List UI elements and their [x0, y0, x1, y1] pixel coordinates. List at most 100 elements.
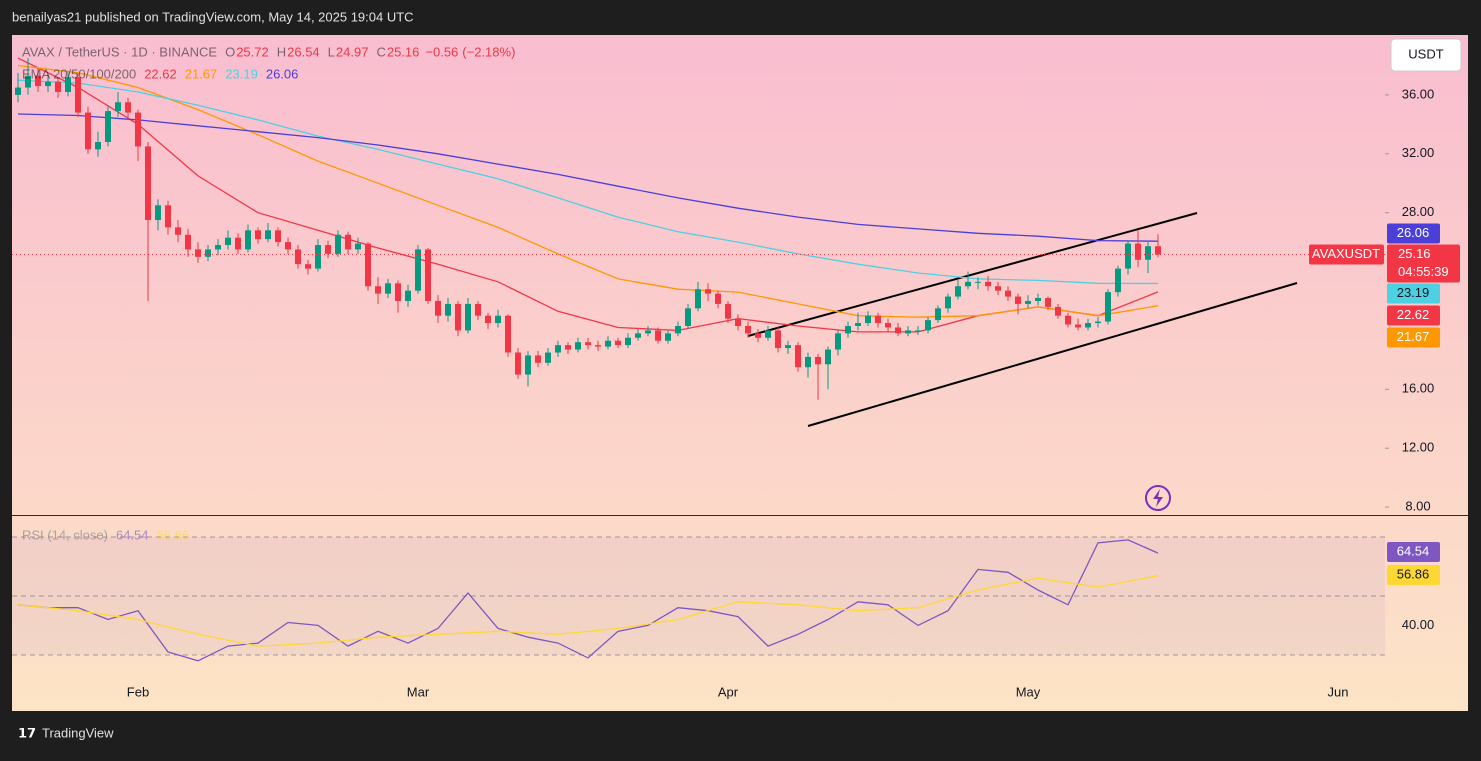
candle-body — [185, 234, 191, 250]
legend-item: 23.19 — [225, 66, 258, 81]
price-tag — [1387, 283, 1440, 304]
candle-body — [955, 286, 961, 297]
candle-body — [645, 330, 651, 334]
candle-body — [1025, 300, 1031, 304]
candle-body — [205, 249, 211, 257]
brand-name: TradingView — [42, 725, 114, 740]
legend-item: 25.72 — [236, 44, 269, 59]
indicator-line — [17, 539, 1159, 662]
candle-body — [215, 245, 221, 250]
price-tag-label: 64.54 — [1397, 543, 1430, 558]
candle-body — [905, 330, 911, 334]
candle-body — [195, 249, 201, 257]
currency-button[interactable] — [1390, 38, 1462, 72]
price-tag-label: 26.06 — [1397, 225, 1430, 240]
candle-body — [1065, 315, 1071, 325]
price-tag-label: 56.86 — [1397, 566, 1430, 581]
price-tag — [1387, 565, 1440, 585]
candle-body — [255, 230, 261, 240]
price-tag-label: 23.19 — [1397, 285, 1430, 300]
candle-body — [795, 345, 801, 368]
legend-item: 56.86 — [157, 527, 190, 542]
countdown: 04:55:39 — [1398, 264, 1449, 279]
candle-body — [225, 237, 231, 246]
candle-body — [495, 315, 501, 324]
candle-body — [995, 286, 1001, 291]
candle-body — [1125, 243, 1131, 269]
candle-body — [635, 333, 641, 338]
alert-icon[interactable] — [1145, 485, 1171, 511]
legend-item: 64.54 — [116, 527, 149, 542]
candle-body — [445, 303, 451, 316]
symbol-label: AVAXUSDT — [1312, 246, 1380, 261]
candle-body — [805, 356, 811, 368]
candle-body — [985, 281, 991, 287]
price-tag-label: 21.67 — [1397, 329, 1430, 344]
candle-body — [125, 102, 131, 113]
candle-body — [1015, 296, 1021, 304]
trend-line — [807, 282, 1298, 427]
candle-body — [95, 142, 101, 150]
indicator-line — [17, 575, 1159, 647]
alert-icon-bolt — [1153, 489, 1163, 507]
candle-body — [615, 340, 621, 346]
price-tag — [1387, 223, 1440, 244]
candle-body — [695, 289, 701, 309]
candle-body — [55, 81, 61, 92]
candle-body — [85, 112, 91, 150]
candle-body — [505, 315, 511, 353]
candle-body — [675, 326, 681, 334]
candle-body — [115, 102, 121, 112]
candle-body — [155, 205, 161, 221]
candle-body — [435, 300, 441, 316]
legend-item: 26.54 — [287, 44, 320, 59]
candle-body — [425, 249, 431, 301]
candle-body — [1005, 290, 1011, 297]
candle-body — [535, 355, 541, 363]
candle-body — [405, 290, 411, 301]
candle-body — [145, 146, 151, 221]
candle-body — [1145, 246, 1151, 260]
candle-body — [335, 234, 341, 254]
price-tag — [1387, 542, 1440, 562]
indicator-line — [17, 57, 1159, 333]
indicator-line — [17, 64, 1159, 318]
legend-item: 22.62 — [144, 66, 177, 81]
candle-body — [105, 111, 111, 143]
legend-item: −0.56 — [425, 44, 458, 59]
candle-body — [785, 345, 791, 349]
candle-body — [655, 330, 661, 341]
symbol-tag — [1309, 244, 1384, 265]
indicator-line — [17, 113, 1159, 242]
candle-body — [45, 81, 51, 87]
candle-body — [595, 345, 601, 347]
candle-body — [1105, 292, 1111, 322]
price-tag-label: 22.62 — [1397, 307, 1430, 322]
candle-body — [165, 205, 171, 228]
legend-item: AVAX / TetherUS · 1D · BINANCE — [22, 44, 217, 59]
candle-body — [1035, 298, 1041, 301]
candle-body — [415, 249, 421, 291]
candle-body — [295, 249, 301, 265]
candle-body — [925, 320, 931, 331]
legend-item: L — [328, 44, 335, 59]
candle-body — [915, 330, 921, 332]
candle-body — [515, 352, 521, 375]
candle-body — [1085, 323, 1091, 328]
y-tick-label: 28.00 — [1402, 204, 1435, 219]
candle-body — [475, 303, 481, 316]
candle-body — [485, 315, 491, 324]
candle-body — [325, 245, 331, 254]
publisher: benailyas21 published on TradingView.com… — [12, 9, 414, 24]
candle-body — [735, 318, 741, 327]
candle-body — [935, 308, 941, 321]
chart-area — [12, 35, 1468, 711]
legend-item: (−2.18%) — [462, 44, 515, 59]
x-tick-label: Feb — [127, 684, 149, 699]
candle-body — [465, 303, 471, 331]
y-tick-label: 36.00 — [1402, 86, 1435, 101]
candle-body — [865, 315, 871, 324]
brand-logo: 𝟭𝟳 — [18, 725, 36, 740]
candle-body — [815, 356, 821, 365]
candle-body — [875, 315, 881, 324]
